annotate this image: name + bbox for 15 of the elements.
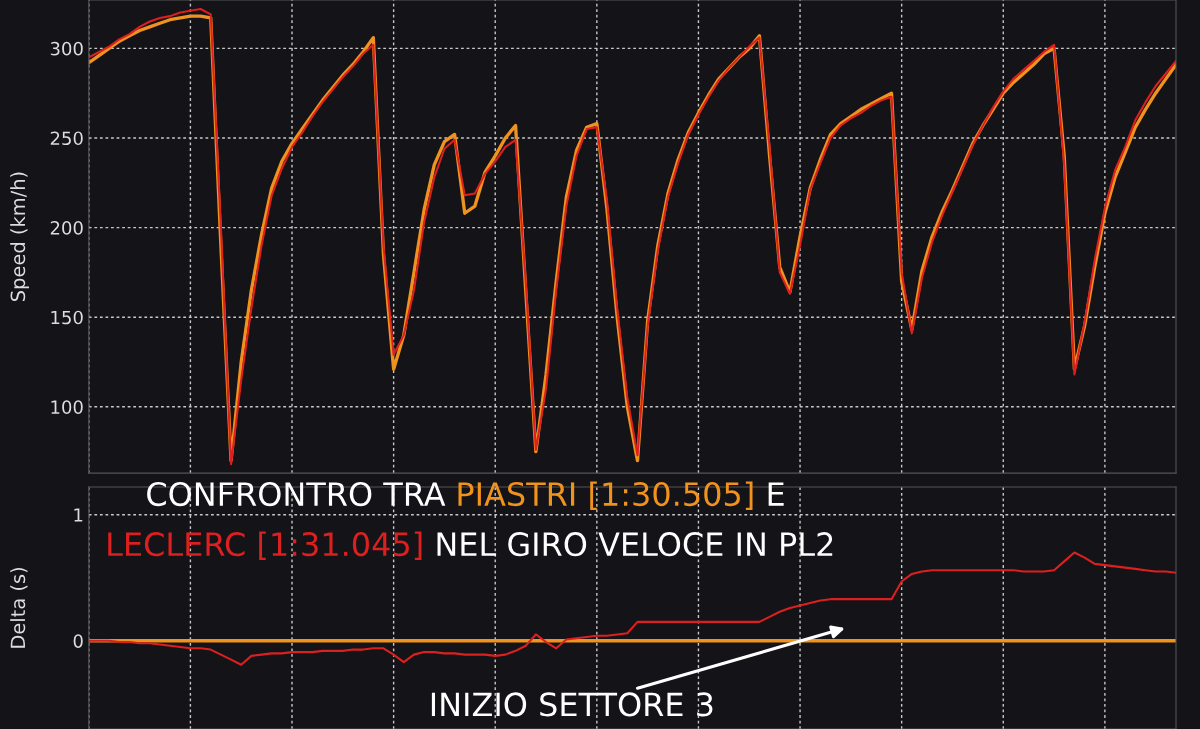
y-tick-label: 150 — [51, 310, 83, 325]
text: LECLERC [1:31.045] — [108, 531, 422, 561]
annotation: NEL GIRO VELOCE IN PL2 — [437, 532, 833, 557]
annotation: CONFRONTRO TRA — [147, 482, 446, 507]
text: PIASTRI [1:30.505] — [458, 481, 753, 510]
y-axis-title: Delta (s) — [10, 567, 28, 648]
y-axis-title: Speed (km/h) — [10, 172, 29, 301]
y-tick-label: 0 — [73, 634, 83, 648]
y-tick-label: 1 — [74, 508, 83, 522]
annotation: INIZIO SETTORE 3 — [431, 692, 713, 717]
y-tick-label: 250 — [50, 131, 83, 146]
y-tick-label: 200 — [50, 221, 83, 235]
y-tick-label: 100 — [51, 400, 83, 414]
y-tick-label: 300 — [50, 41, 83, 56]
annotation: E — [768, 482, 784, 506]
